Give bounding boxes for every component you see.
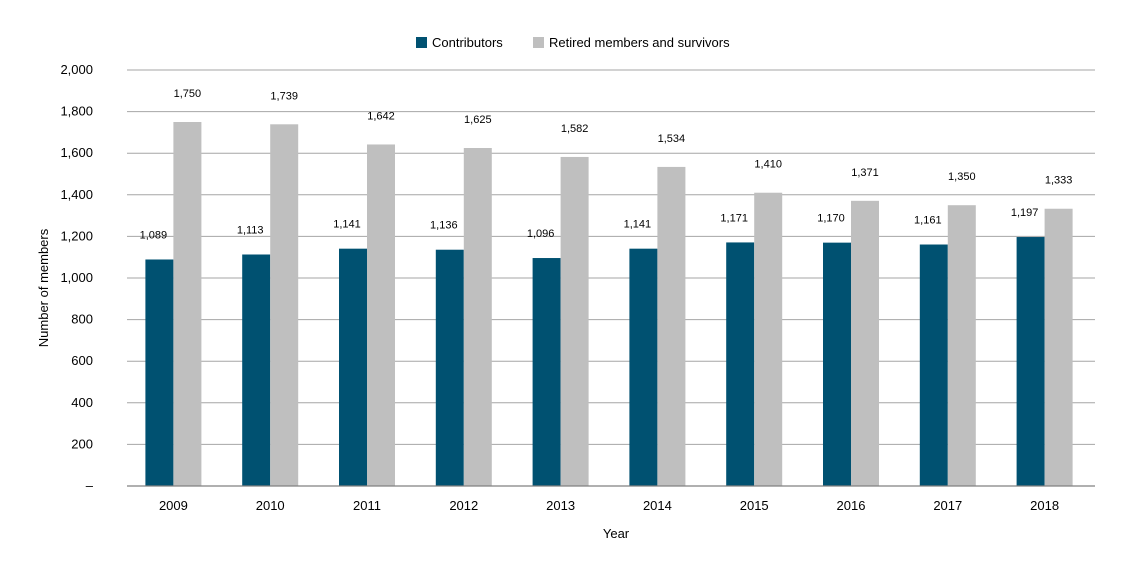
- y-tick-label: 200: [71, 436, 93, 451]
- x-tick-label: 2009: [159, 498, 188, 513]
- bar-contributors-2018: [1016, 237, 1045, 486]
- y-axis-title: Number of members: [36, 228, 51, 347]
- y-tick-label: 2,000: [60, 62, 93, 77]
- bar-retired-2013: [560, 156, 589, 486]
- legend-swatch-retired: [533, 37, 544, 48]
- data-label: 1,136: [430, 220, 458, 232]
- y-tick-label: 1,200: [60, 228, 93, 243]
- bar-contributors-2011: [339, 248, 367, 486]
- legend-label-contributors: Contributors: [432, 35, 503, 50]
- bar-contributors-2010: [242, 254, 271, 486]
- x-tick-label: 2018: [1030, 498, 1059, 513]
- data-label: 1,170: [817, 213, 845, 225]
- bar-contributors-2017: [919, 244, 948, 486]
- data-label: 1,534: [658, 133, 686, 145]
- x-tick-label: 2013: [546, 498, 575, 513]
- x-tick-label: 2014: [643, 498, 672, 513]
- bar-contributors-2015: [726, 242, 755, 486]
- bar-contributors-2012: [435, 249, 464, 486]
- x-tick-label: 2015: [740, 498, 769, 513]
- data-label: 1,410: [754, 159, 782, 171]
- data-label: 1,171: [720, 212, 748, 224]
- data-label: 1,739: [270, 90, 298, 102]
- y-tick-label: 800: [71, 312, 93, 327]
- y-tick-label: 1,000: [60, 270, 93, 285]
- bar-contributors-2013: [532, 258, 561, 486]
- data-label: 1,333: [1045, 175, 1073, 187]
- bar-retired-2014: [657, 166, 686, 487]
- bar-retired-2011: [367, 144, 395, 487]
- bar-contributors-2009: [145, 259, 174, 486]
- legend-label-retired: Retired members and survivors: [549, 35, 730, 50]
- x-tick-label: 2016: [837, 498, 866, 513]
- data-label: 1,625: [464, 114, 492, 126]
- bar-retired-2017: [947, 205, 976, 486]
- data-label: 1,096: [527, 228, 555, 240]
- data-label: 1,350: [948, 171, 976, 183]
- data-label: 1,141: [333, 219, 361, 231]
- bar-retired-2012: [463, 148, 492, 486]
- x-tick-label: 2012: [449, 498, 478, 513]
- x-tick-label: 2017: [933, 498, 962, 513]
- data-label: 1,582: [561, 123, 589, 135]
- bar-retired-2018: [1044, 208, 1073, 486]
- x-axis-title: Year: [603, 526, 630, 541]
- data-label: 1,197: [1011, 207, 1039, 219]
- bar-contributors-2016: [823, 242, 851, 486]
- x-tick-label: 2010: [256, 498, 285, 513]
- bar-retired-2016: [851, 200, 879, 486]
- y-tick-label: –: [86, 478, 94, 493]
- data-label: 1,161: [914, 215, 942, 227]
- x-tick-label: 2011: [353, 498, 381, 513]
- data-label: 1,113: [237, 224, 264, 236]
- legend-swatch-contributors: [416, 37, 427, 48]
- data-label: 1,141: [624, 219, 652, 231]
- y-tick-label: 1,400: [60, 187, 93, 202]
- y-tick-label: 1,800: [60, 104, 93, 119]
- data-label: 1,089: [140, 229, 168, 241]
- bar-retired-2010: [270, 124, 299, 487]
- data-label: 1,371: [851, 167, 879, 179]
- data-label: 1,750: [174, 88, 202, 100]
- y-tick-label: 400: [71, 395, 93, 410]
- bar-retired-2015: [754, 192, 783, 486]
- data-label: 1,642: [367, 110, 395, 122]
- y-tick-label: 1,600: [60, 145, 93, 160]
- bar-retired-2009: [173, 122, 202, 486]
- y-tick-label: 600: [71, 353, 93, 368]
- bar-contributors-2014: [629, 248, 658, 486]
